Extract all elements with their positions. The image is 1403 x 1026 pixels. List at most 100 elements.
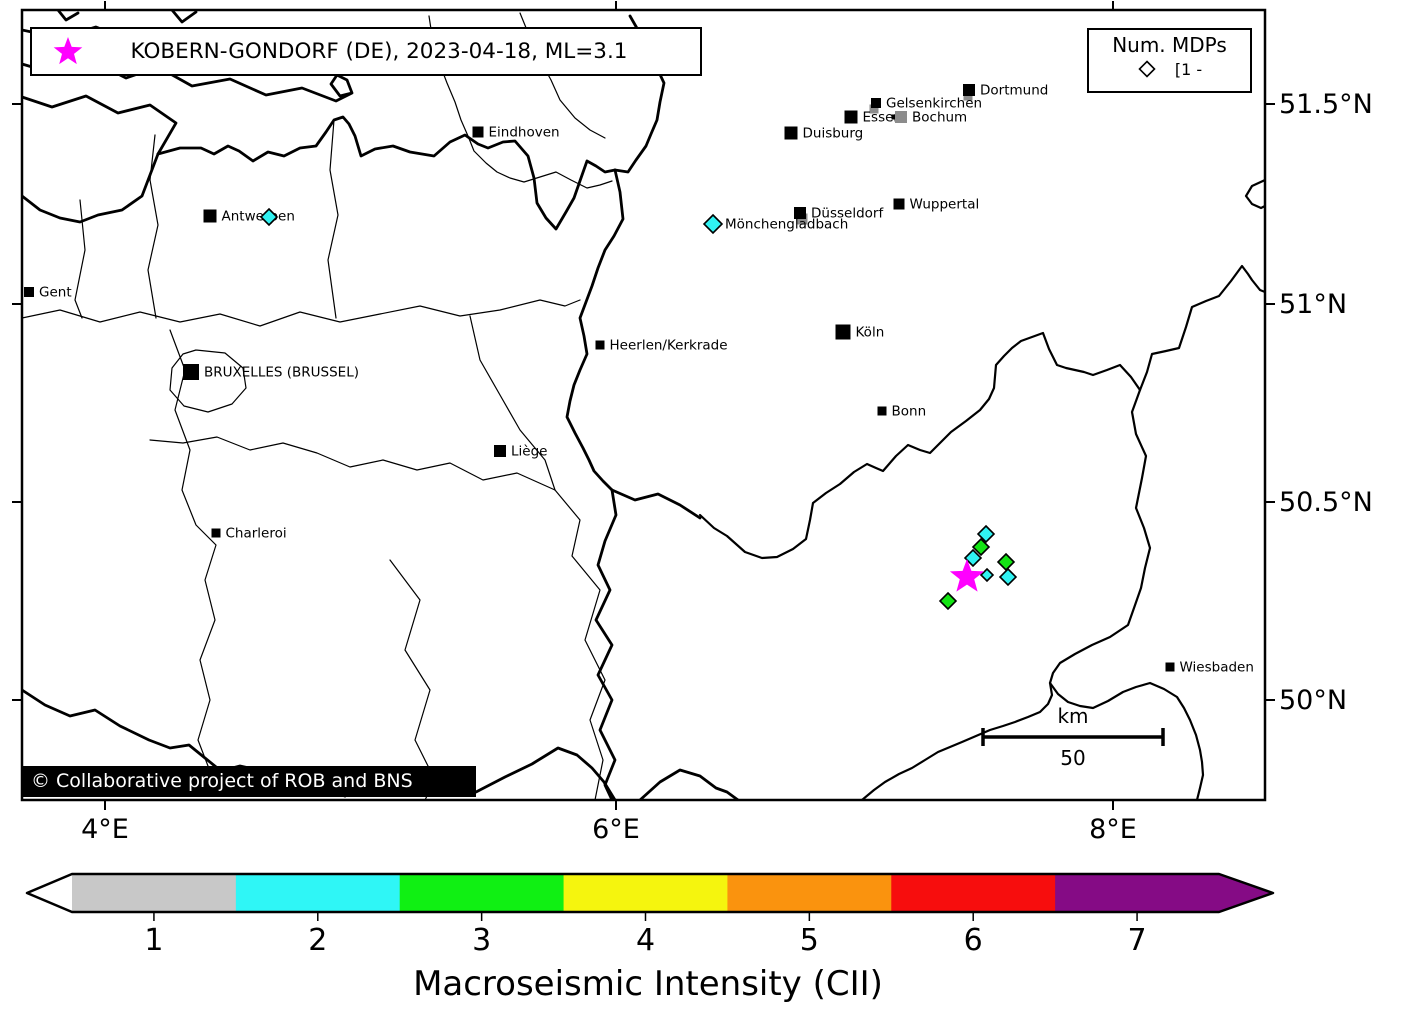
event-title-box: KOBERN-GONDORF (DE), 2023-04-18, ML=3.1 — [30, 27, 702, 76]
border-line-be-mid — [22, 299, 581, 327]
colorbar-title: Macroseismic Intensity (CII) — [413, 964, 883, 1004]
border-line-estuary-c — [22, 94, 178, 156]
city-marker — [211, 528, 221, 538]
city-label: Eindhoven — [489, 125, 560, 141]
city-label: Charleroi — [226, 526, 287, 542]
border-line-fr-be-east — [474, 746, 617, 800]
colorbar-segment — [563, 874, 728, 912]
y-tick-label: 50.5°N — [1279, 487, 1373, 518]
mdp-diamond[interactable] — [976, 524, 996, 544]
border-line-peek-b — [170, 10, 198, 24]
border-line-sambre — [149, 436, 556, 491]
mdp-diamond[interactable] — [259, 207, 279, 227]
city-marker — [24, 287, 34, 297]
event-title: KOBERN-GONDORF (DE), 2023-04-18, ML=3.1 — [130, 39, 628, 64]
colorbar-tick-label: 6 — [964, 923, 983, 958]
border-line-bottom-center — [638, 768, 740, 800]
city-label: Antwerpen — [222, 209, 295, 225]
mdp-diamond[interactable] — [996, 552, 1016, 572]
legend-title: Num. MDPs — [1112, 33, 1227, 57]
map-frame — [20, 8, 1267, 802]
y-tick-label: 51.5°N — [1279, 89, 1373, 120]
city-marker — [494, 445, 506, 457]
mdp-diamond[interactable] — [702, 213, 724, 235]
city-marker — [1165, 662, 1175, 672]
diamond-outline-icon — [1138, 60, 1156, 78]
border-line-liege-prov — [554, 489, 606, 800]
mdp-diamond[interactable] — [963, 548, 983, 568]
city-label: Dortmund — [980, 83, 1048, 99]
star-glyph — [53, 36, 83, 64]
city-marker — [183, 364, 199, 380]
mdp-legend: Num. MDPs [1 - — [1087, 28, 1252, 93]
border-line-peek-a — [56, 10, 80, 22]
city-label: Köln — [856, 325, 885, 341]
copyright-bar: © Collaborative project of ROB and BNS — [23, 766, 476, 797]
border-line-namur — [389, 559, 436, 800]
city-marker — [893, 198, 905, 210]
border-line-nl-brabant — [428, 15, 613, 189]
colorbar-tick-label: 3 — [472, 923, 491, 958]
city-label: Mönchengladbach — [725, 217, 848, 233]
border-line-brussels-ring — [169, 349, 247, 413]
colorbar-segment — [1055, 874, 1220, 912]
x-tick-label: 6°E — [592, 814, 640, 845]
map-border-lines — [22, 10, 1265, 800]
border-line-coast — [22, 152, 160, 224]
colorbar-segment — [235, 874, 401, 912]
city-marker — [844, 110, 858, 124]
border-line-be-de-link — [610, 488, 702, 520]
colorbar-tick-label: 7 — [1128, 923, 1147, 958]
city-marker — [595, 340, 605, 350]
city-label: Liège — [511, 444, 547, 460]
y-tick-label: 51°N — [1279, 289, 1347, 320]
city-marker — [784, 126, 798, 140]
city-label: Düsseldorf — [811, 206, 884, 222]
legend-entry: [1 - — [1089, 59, 1250, 79]
border-line-flanders-vert — [147, 134, 159, 319]
city-label: Bonn — [892, 404, 927, 420]
border-line-be-nl — [156, 115, 617, 231]
city-marker — [963, 84, 975, 96]
x-tick-label: 8°E — [1089, 814, 1137, 845]
mdp-diamond[interactable] — [938, 591, 958, 611]
colorbar-outline — [25, 872, 1275, 914]
x-tick-label: 4°E — [81, 814, 129, 845]
border-line-hainaut — [169, 329, 217, 767]
colorbar-segment — [891, 874, 1056, 912]
epicenter-layer — [949, 559, 985, 592]
city-marker — [877, 406, 887, 416]
border-line-nrw-rlp — [698, 264, 1265, 560]
legend-entry-label: [1 - — [1174, 59, 1203, 79]
y-tick-label: 50°N — [1279, 685, 1347, 716]
border-line-liege-north — [469, 315, 556, 491]
mdp-diamond[interactable] — [998, 567, 1018, 587]
colorbar: 1 2 3 4 5 6 7 — [25, 872, 1275, 958]
city-marker — [203, 209, 217, 223]
colorbar-segment — [72, 874, 237, 912]
border-line-wflanders — [74, 199, 86, 319]
border-line-rlp-he — [1048, 388, 1205, 800]
city-label: Duisburg — [803, 126, 864, 142]
scale-bar-unit: km — [1057, 704, 1088, 728]
colorbar-tick-label: 2 — [308, 923, 327, 958]
city-marker — [895, 111, 907, 123]
mdp-diamond[interactable] — [979, 567, 995, 583]
colorbar-tick-label: 4 — [636, 923, 655, 958]
city-label: Heerlen/Kerkrade — [610, 338, 728, 354]
mdp-layer: Mönchengladbach — [259, 207, 1018, 611]
city-label: Bochum — [912, 110, 967, 126]
city-marker — [472, 126, 484, 138]
city-label: Wiesbaden — [1180, 660, 1254, 676]
city-label: Gent — [39, 285, 72, 301]
city-label: Gelsenkirchen — [886, 96, 982, 112]
epicenter-star[interactable] — [949, 559, 985, 592]
city-marker-shadow — [869, 104, 879, 114]
mdp-diamond[interactable] — [971, 537, 991, 557]
scale-bar: km 50 — [981, 704, 1165, 770]
city-marker — [871, 98, 881, 108]
city-marker-shadow — [891, 114, 897, 120]
